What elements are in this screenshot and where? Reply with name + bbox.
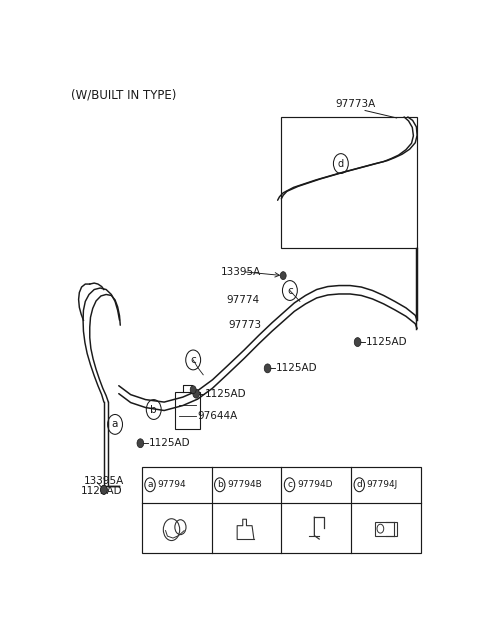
Text: a: a bbox=[112, 419, 118, 430]
Bar bbox=[375, 522, 397, 536]
Text: 13395A: 13395A bbox=[84, 476, 124, 486]
Text: (W/BUILT IN TYPE): (W/BUILT IN TYPE) bbox=[71, 88, 177, 101]
Text: 97773A: 97773A bbox=[336, 99, 376, 109]
Text: c: c bbox=[190, 355, 196, 365]
Text: 97794B: 97794B bbox=[227, 480, 262, 489]
Text: a: a bbox=[147, 480, 153, 489]
Text: b: b bbox=[217, 480, 223, 489]
Text: 97794J: 97794J bbox=[367, 480, 398, 489]
Text: 1125AD: 1125AD bbox=[276, 363, 317, 374]
Text: 97794D: 97794D bbox=[297, 480, 333, 489]
Text: 1125AD: 1125AD bbox=[148, 438, 190, 448]
Circle shape bbox=[354, 337, 361, 346]
Text: c: c bbox=[287, 480, 292, 489]
Bar bbox=[281, 117, 417, 249]
Text: b: b bbox=[150, 404, 157, 415]
Text: 13395A: 13395A bbox=[221, 267, 261, 277]
Text: d: d bbox=[338, 158, 344, 169]
Circle shape bbox=[137, 439, 144, 448]
Text: 1125AD: 1125AD bbox=[366, 337, 408, 347]
Text: 97774: 97774 bbox=[226, 296, 259, 305]
Circle shape bbox=[264, 364, 271, 373]
Circle shape bbox=[190, 386, 196, 393]
Text: c: c bbox=[287, 285, 293, 296]
Text: 1125AD: 1125AD bbox=[81, 486, 122, 497]
Circle shape bbox=[193, 389, 200, 398]
Text: d: d bbox=[356, 480, 362, 489]
Text: 97773: 97773 bbox=[228, 320, 261, 330]
Circle shape bbox=[100, 486, 107, 495]
Text: 1125AD: 1125AD bbox=[204, 388, 246, 399]
Bar bbox=[142, 466, 421, 553]
Circle shape bbox=[100, 486, 107, 495]
Bar bbox=[175, 392, 200, 430]
Circle shape bbox=[280, 272, 286, 279]
Text: 97794: 97794 bbox=[157, 480, 186, 489]
Text: 97644A: 97644A bbox=[198, 410, 238, 421]
